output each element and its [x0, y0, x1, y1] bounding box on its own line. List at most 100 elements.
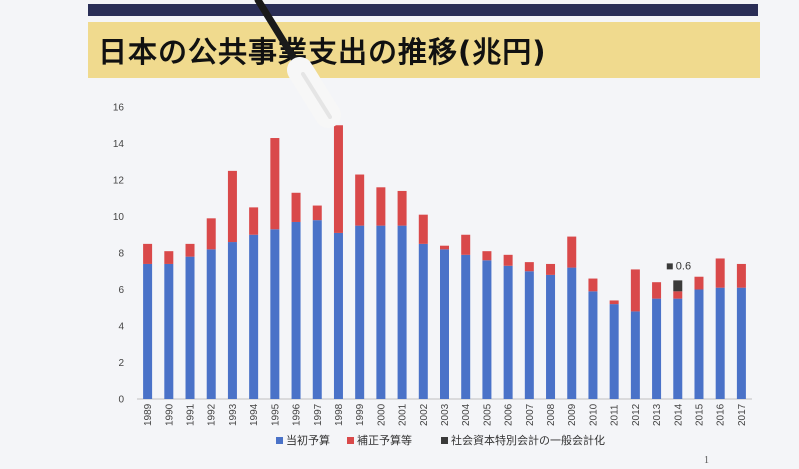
- y-tick-label: 16: [113, 103, 125, 114]
- bar-segment-2: [249, 207, 259, 235]
- y-tick-label: 4: [118, 322, 124, 333]
- bar-segment-1: [567, 267, 577, 399]
- bar-segment-1: [376, 225, 386, 399]
- bar-segment-1: [440, 249, 449, 399]
- x-tick-label: 2002: [419, 403, 430, 426]
- y-tick-label: 2: [118, 358, 124, 369]
- bar-segment-2: [291, 192, 301, 222]
- title-box: 日本の公共事業支出の推移(兆円): [88, 22, 760, 78]
- x-tick-label: 1990: [164, 403, 175, 426]
- bar-segment-2: [355, 174, 365, 226]
- bar-segment-2: [418, 214, 428, 244]
- bar-segment-2: [673, 291, 683, 299]
- y-tick-label: 10: [113, 212, 125, 223]
- bar-segment-1: [249, 234, 259, 399]
- bar-segment-2: [206, 218, 216, 250]
- x-tick-label: 1991: [186, 403, 197, 426]
- bar-segment-1: [461, 254, 471, 399]
- bar-segment-2: [333, 125, 343, 233]
- bar-segment-2: [736, 263, 746, 288]
- bar-segment-1: [588, 291, 598, 399]
- bar-segment-1: [291, 221, 301, 399]
- bar-segment-1: [206, 249, 216, 399]
- bar-segment-2: [185, 243, 195, 257]
- bar-segment-2: [312, 205, 322, 221]
- bar-segment-2: [227, 170, 237, 243]
- bar-segment-1: [418, 243, 428, 399]
- bar-segment-1: [143, 263, 153, 399]
- x-tick-label: 2005: [482, 403, 493, 426]
- bar-segment-1: [164, 263, 174, 399]
- x-tick-label: 2003: [440, 403, 451, 426]
- x-tick-label: 1989: [143, 403, 154, 426]
- bar-segment-1: [397, 225, 407, 399]
- bar-segment-1: [482, 260, 492, 399]
- x-tick-label: 2000: [376, 403, 387, 426]
- bar-segment-2: [143, 243, 153, 264]
- bar-segment-2: [609, 300, 619, 305]
- bar-segment-1: [736, 287, 746, 399]
- legend-label-1: 当初予算: [286, 433, 330, 447]
- bar-segment-1: [270, 229, 280, 399]
- bar-segment-1: [355, 225, 365, 399]
- bar-segment-1: [312, 220, 322, 399]
- x-tick-label: 1998: [334, 403, 345, 426]
- bar-segment-2: [461, 234, 471, 255]
- bar-segment-1: [333, 232, 343, 399]
- bar-segment-2: [567, 236, 577, 268]
- x-tick-label: 2014: [673, 403, 684, 426]
- legend-swatch-3: [441, 437, 448, 444]
- x-tick-label: 1992: [207, 403, 218, 426]
- bar-segment-1: [630, 311, 640, 399]
- legend-swatch-1: [276, 437, 283, 444]
- bar-segment-1: [185, 256, 195, 399]
- bar-segment-2: [588, 278, 598, 292]
- bar-segment-3: [673, 280, 683, 292]
- x-tick-label: 2011: [610, 404, 621, 426]
- bar-segment-2: [652, 282, 662, 299]
- bar-segment-2: [546, 263, 556, 275]
- x-tick-label: 1993: [228, 403, 239, 426]
- bar-segment-2: [482, 251, 492, 261]
- bar-segment-1: [673, 298, 683, 399]
- bar-segment-1: [715, 287, 725, 399]
- x-tick-label: 1995: [270, 403, 281, 426]
- x-tick-label: 1997: [313, 403, 324, 426]
- legend-label-2: 補正予算等: [357, 433, 412, 447]
- x-tick-label: 2004: [461, 403, 472, 426]
- y-tick-label: 6: [118, 285, 124, 296]
- bar-segment-1: [694, 289, 704, 399]
- x-tick-label: 1994: [249, 403, 260, 426]
- x-tick-label: 1996: [292, 403, 303, 426]
- x-tick-label: 2001: [398, 403, 409, 426]
- bar-segment-1: [609, 304, 619, 399]
- bar-segment-2: [376, 187, 386, 226]
- annotation-label: 0.6: [676, 260, 691, 272]
- bar-segment-2: [440, 245, 449, 250]
- bar-segment-2: [164, 251, 174, 264]
- x-tick-label: 2006: [504, 403, 515, 426]
- y-tick-label: 8: [118, 249, 124, 260]
- x-tick-label: 2010: [588, 403, 599, 426]
- x-tick-label: 2012: [631, 403, 642, 426]
- bar-segment-1: [652, 298, 662, 399]
- x-tick-label: 2013: [652, 403, 663, 426]
- legend-label-3: 社会資本特別会計の一般会計化: [451, 433, 605, 447]
- bar-segment-2: [630, 269, 640, 312]
- x-tick-label: 1999: [355, 403, 366, 426]
- bar-segment-1: [524, 271, 534, 399]
- bar-segment-2: [503, 254, 513, 266]
- y-tick-label: 14: [113, 139, 125, 150]
- x-tick-label: 2009: [567, 403, 578, 426]
- bar-segment-2: [715, 258, 725, 288]
- bar-segment-2: [397, 190, 407, 226]
- x-tick-label: 2017: [737, 403, 748, 426]
- bar-segment-1: [227, 242, 237, 399]
- bar-segment-2: [524, 262, 534, 272]
- bar-segment-2: [270, 138, 280, 230]
- legend-swatch-2: [347, 437, 354, 444]
- page-number: 1: [704, 455, 709, 466]
- x-tick-label: 2008: [546, 403, 557, 426]
- x-tick-label: 2015: [694, 403, 705, 426]
